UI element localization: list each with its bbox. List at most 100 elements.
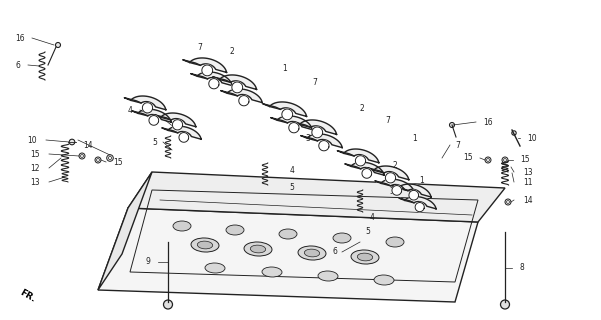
Circle shape xyxy=(507,201,510,204)
Circle shape xyxy=(81,155,84,157)
Text: 15: 15 xyxy=(463,154,473,163)
Polygon shape xyxy=(392,186,407,191)
Text: 6: 6 xyxy=(16,60,20,69)
Polygon shape xyxy=(142,103,153,113)
Ellipse shape xyxy=(191,238,219,252)
Text: 2: 2 xyxy=(359,103,364,113)
Text: 5: 5 xyxy=(153,138,157,147)
Text: 1: 1 xyxy=(413,133,417,142)
Text: 5: 5 xyxy=(365,228,370,236)
Text: FR.: FR. xyxy=(18,288,37,304)
Text: 11: 11 xyxy=(523,178,532,187)
Polygon shape xyxy=(98,172,152,290)
Polygon shape xyxy=(124,98,141,103)
Polygon shape xyxy=(227,89,262,103)
Polygon shape xyxy=(197,72,232,86)
Polygon shape xyxy=(132,111,148,116)
Polygon shape xyxy=(404,196,436,209)
Circle shape xyxy=(512,131,516,135)
Text: 14: 14 xyxy=(523,196,533,204)
Polygon shape xyxy=(415,203,424,212)
Circle shape xyxy=(504,159,507,161)
Polygon shape xyxy=(154,115,171,120)
Text: 1: 1 xyxy=(282,63,287,73)
Polygon shape xyxy=(375,181,391,186)
Circle shape xyxy=(485,157,491,163)
Circle shape xyxy=(501,300,510,309)
Polygon shape xyxy=(130,96,166,110)
Text: 3: 3 xyxy=(389,188,394,196)
Polygon shape xyxy=(351,162,384,175)
Text: 7: 7 xyxy=(386,116,391,124)
Polygon shape xyxy=(149,116,159,125)
Circle shape xyxy=(163,300,172,309)
Text: 15: 15 xyxy=(520,156,530,164)
Circle shape xyxy=(69,139,75,145)
Polygon shape xyxy=(319,140,329,151)
Polygon shape xyxy=(269,102,307,116)
Text: 3: 3 xyxy=(153,116,157,124)
Polygon shape xyxy=(183,60,201,65)
Ellipse shape xyxy=(197,241,213,249)
Polygon shape xyxy=(399,198,414,203)
Ellipse shape xyxy=(304,249,320,257)
Ellipse shape xyxy=(262,267,282,277)
Polygon shape xyxy=(300,136,317,141)
Text: 2: 2 xyxy=(392,161,397,170)
Circle shape xyxy=(107,155,114,161)
Polygon shape xyxy=(168,126,201,139)
Polygon shape xyxy=(179,132,189,142)
Circle shape xyxy=(79,153,85,159)
Circle shape xyxy=(97,159,99,161)
Text: 4: 4 xyxy=(290,165,294,174)
Polygon shape xyxy=(374,166,409,180)
Ellipse shape xyxy=(333,233,351,243)
Polygon shape xyxy=(307,134,342,148)
Circle shape xyxy=(505,199,511,205)
Circle shape xyxy=(55,43,61,47)
Polygon shape xyxy=(128,172,505,222)
Polygon shape xyxy=(270,118,287,123)
Polygon shape xyxy=(209,79,219,89)
Polygon shape xyxy=(282,109,293,120)
Text: 13: 13 xyxy=(523,167,533,177)
Polygon shape xyxy=(345,164,361,169)
Polygon shape xyxy=(381,179,414,192)
Text: 10: 10 xyxy=(527,133,537,142)
Polygon shape xyxy=(293,122,311,127)
Ellipse shape xyxy=(298,246,326,260)
Polygon shape xyxy=(398,184,431,197)
Text: 7: 7 xyxy=(456,140,460,149)
Ellipse shape xyxy=(205,263,225,273)
Text: 14: 14 xyxy=(83,140,93,149)
Text: 6: 6 xyxy=(332,247,337,257)
Text: 4: 4 xyxy=(127,106,132,115)
Text: 15: 15 xyxy=(30,149,40,158)
Ellipse shape xyxy=(351,250,379,264)
Polygon shape xyxy=(385,173,395,183)
Polygon shape xyxy=(98,208,478,302)
Polygon shape xyxy=(355,156,365,166)
Text: 13: 13 xyxy=(30,178,40,187)
Polygon shape xyxy=(312,127,323,138)
Polygon shape xyxy=(202,65,213,76)
Text: 16: 16 xyxy=(483,117,493,126)
Polygon shape xyxy=(239,96,249,106)
Text: 7: 7 xyxy=(313,77,317,86)
Polygon shape xyxy=(213,77,231,82)
Circle shape xyxy=(95,157,101,163)
Text: 8: 8 xyxy=(520,263,525,273)
Polygon shape xyxy=(160,113,196,127)
Polygon shape xyxy=(263,104,281,109)
Text: 5: 5 xyxy=(290,183,294,193)
Polygon shape xyxy=(299,120,337,134)
Polygon shape xyxy=(362,169,371,178)
Polygon shape xyxy=(138,109,171,122)
Ellipse shape xyxy=(173,221,191,231)
Ellipse shape xyxy=(374,275,394,285)
Text: 15: 15 xyxy=(113,157,123,166)
Text: 2: 2 xyxy=(230,47,234,57)
Circle shape xyxy=(108,156,112,160)
Polygon shape xyxy=(191,74,207,79)
Polygon shape xyxy=(288,123,299,133)
